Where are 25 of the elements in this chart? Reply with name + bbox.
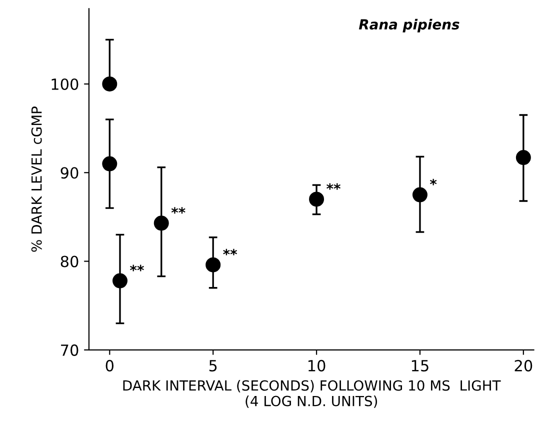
point — [154, 216, 169, 231]
x-axis-title: DARK INTERVAL (SECONDS) FOLLOWING 10 MS LIGHT (4 LOG N.D. UNITS) — [123, 380, 501, 408]
annotation: * — [430, 178, 437, 186]
point — [412, 187, 428, 202]
y-tick-label: 90 — [60, 167, 78, 179]
point — [516, 150, 531, 166]
point — [309, 192, 324, 207]
y-tick-label: 70 — [61, 344, 78, 356]
x-tick-label: 0 — [106, 360, 114, 372]
y-tick-label: 80 — [60, 256, 78, 268]
annotation: ** — [171, 207, 186, 214]
point — [112, 273, 128, 288]
point — [102, 156, 118, 172]
annotation: ** — [130, 264, 144, 272]
text: Rana pipiens — [358, 18, 460, 32]
x-tick-label: 15 — [412, 360, 428, 372]
annotation: ** — [223, 248, 238, 256]
y-tick-label: 100 — [52, 78, 78, 90]
annotation: ** — [326, 183, 341, 190]
x-tick-label: 10 — [308, 360, 326, 372]
y-axis-title: % DARK LEVEL cGMP — [31, 106, 42, 252]
point — [206, 257, 221, 272]
point — [102, 76, 118, 92]
x-tick-label: 5 — [209, 360, 217, 372]
x-tick-label: 20 — [514, 360, 532, 372]
